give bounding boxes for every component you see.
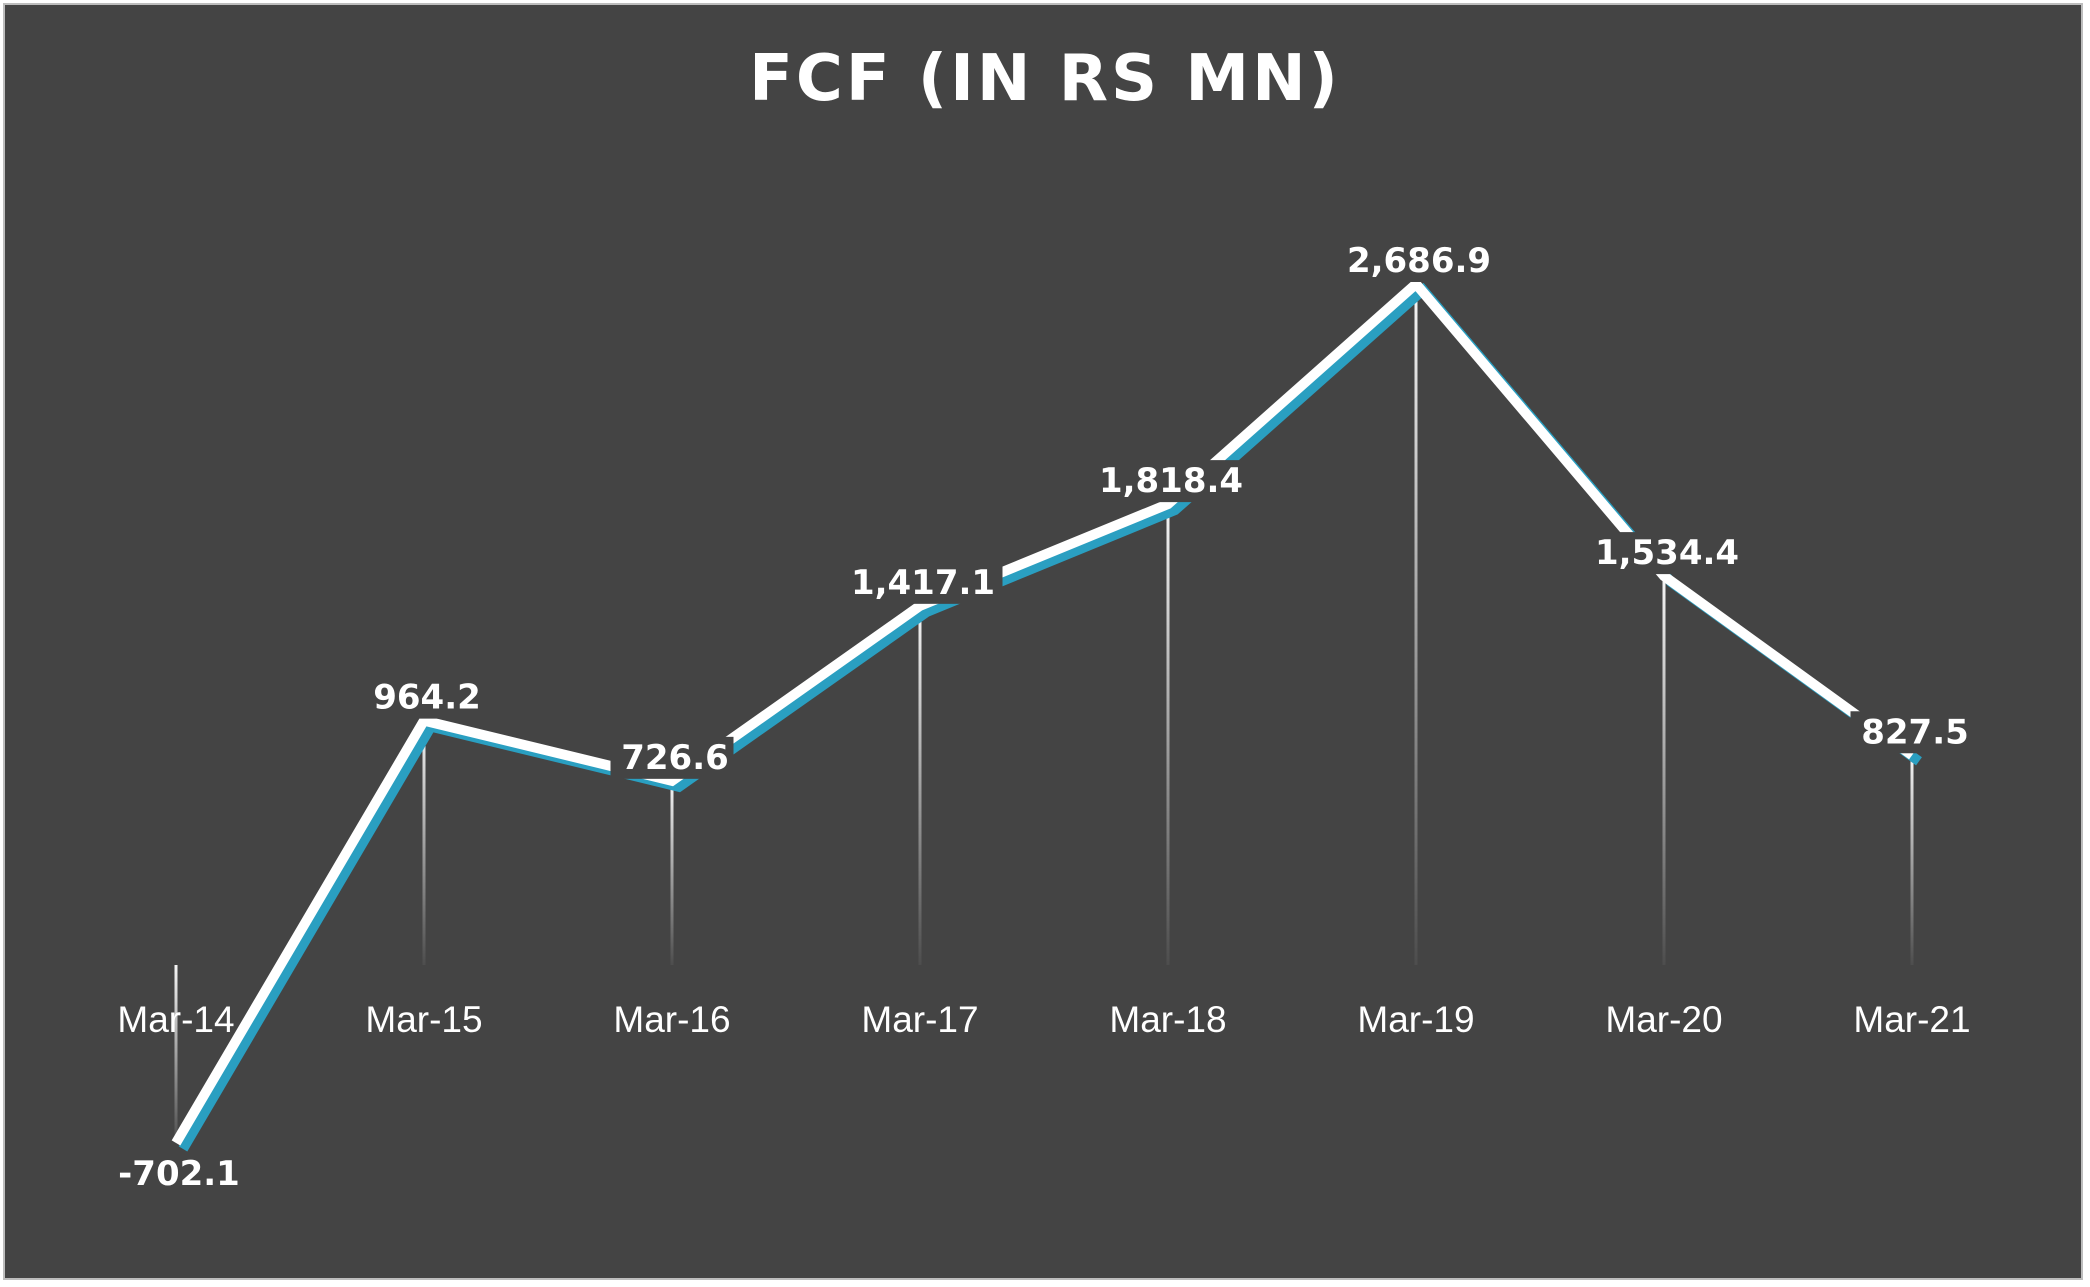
x-tick-label-mar-16: Mar-16: [613, 999, 730, 1040]
drop-line-mar-15: [422, 720, 426, 965]
drop-line-mar-18: [1166, 504, 1170, 965]
data-label-bg: [362, 676, 486, 719]
data-label-bg: [1850, 711, 1974, 754]
x-tick-label-mar-15: Mar-15: [365, 999, 482, 1040]
x-tick-label-mar-14: Mar-14: [117, 999, 234, 1040]
drop-line-mar-16: [670, 780, 674, 965]
data-label-mar-17: 1,417.1: [851, 563, 995, 603]
data-label-mar-18: 1,818.4: [1099, 461, 1243, 501]
x-tick-label-mar-21: Mar-21: [1853, 999, 1970, 1040]
data-label-mar-21: 827.5: [1861, 712, 1969, 752]
data-label-mar-14: -702.1: [118, 1154, 240, 1194]
drop-line-mar-17: [918, 605, 922, 965]
data-label-bg: [1085, 460, 1251, 503]
data-label-bg: [610, 736, 734, 779]
drop-line-mar-19: [1414, 284, 1418, 965]
series-line: [171, 276, 1915, 1146]
data-label-bg: [1581, 532, 1747, 575]
drop-lines: [174, 284, 1914, 1143]
chart-title: FCF (IN RS MN): [749, 42, 1341, 116]
x-tick-label-mar-19: Mar-19: [1357, 999, 1474, 1040]
data-label-mar-16: 726.6: [621, 738, 729, 778]
x-tick-label-mar-18: Mar-18: [1109, 999, 1226, 1040]
chart-frame: [3, 3, 2083, 1280]
x-axis-tick-labels: Mar-14 Mar-15 Mar-16 Mar-17 Mar-18 Mar-19 Mar-…: [117, 999, 1970, 1040]
data-label-mar-19: 2,686.9: [1347, 241, 1491, 281]
data-labels: -702.1 964.2 726.6 1,417.1 1,818.4 2,686.9 1,5…: [104, 240, 1974, 1195]
drop-line-mar-21: [1910, 755, 1914, 965]
data-label-bg: [1333, 240, 1499, 282]
x-tick-label-mar-20: Mar-20: [1605, 999, 1722, 1040]
drop-line-mar-20: [1662, 576, 1666, 965]
data-label-bg: [104, 1152, 248, 1195]
data-label-bg: [837, 561, 1003, 604]
data-label-mar-15: 964.2: [373, 678, 481, 718]
drop-line-mar-14: [174, 965, 178, 1143]
x-tick-label-mar-17: Mar-17: [861, 999, 978, 1040]
data-label-mar-20: 1,534.4: [1595, 533, 1739, 573]
